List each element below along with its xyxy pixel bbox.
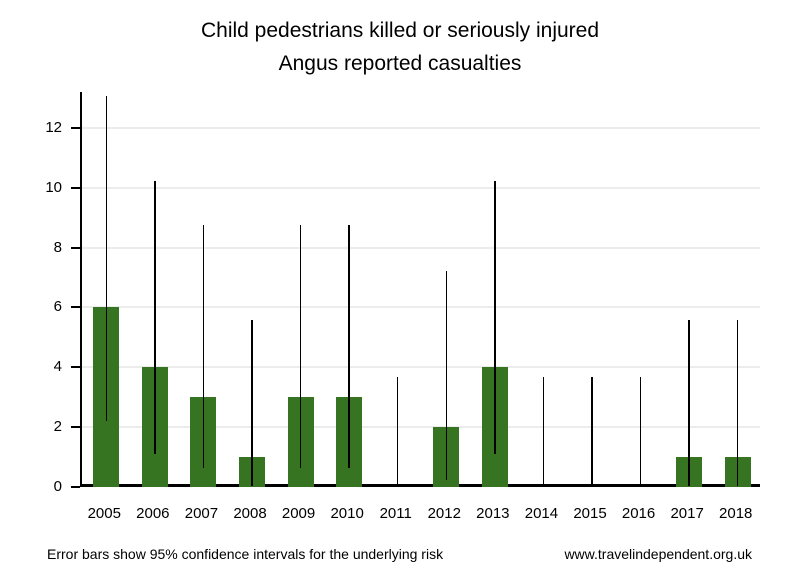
error-bar-2018 (737, 320, 739, 487)
x-axis-label-2012: 2012 (427, 505, 461, 522)
error-bar-2008 (251, 320, 253, 487)
x-axis-label-2007: 2007 (184, 505, 219, 522)
y-axis-label-10: 10 (45, 178, 62, 196)
x-axis-label-2011: 2011 (379, 505, 412, 522)
error-bar-2013 (494, 180, 496, 455)
error-bar-2011 (397, 376, 399, 487)
error-bar-2005 (105, 96, 107, 422)
x-axis-label-2008: 2008 (233, 505, 267, 522)
y-tick-8 (71, 246, 80, 249)
y-tick-4 (71, 366, 80, 369)
footer-note: Error bars show 95% confidence intervals… (47, 546, 444, 562)
y-axis-label-4: 4 (53, 358, 62, 376)
error-bar-2017 (688, 320, 690, 487)
y-axis-label-6: 6 (53, 298, 62, 316)
error-bar-2014 (542, 376, 545, 487)
y-tick-10 (71, 186, 80, 189)
y-axis-label-8: 8 (53, 238, 62, 256)
x-axis-label-2006: 2006 (136, 505, 170, 522)
y-tick-6 (71, 306, 80, 309)
gridline-y-10 (82, 186, 760, 189)
y-tick-12 (71, 126, 80, 129)
x-axis-label-2015: 2015 (573, 505, 607, 522)
gridline-y-8 (82, 246, 760, 249)
gridline-y-6 (82, 306, 760, 309)
footer-website: www.travelindependent.org.uk (564, 546, 752, 562)
error-bar-2007 (202, 224, 205, 469)
x-axis-label-2009: 2009 (281, 505, 316, 522)
chart-title: Child pedestrians killed or seriously in… (0, 14, 800, 80)
x-axis-label-2005: 2005 (87, 505, 121, 522)
error-bar-2006 (154, 180, 156, 455)
error-bar-2015 (591, 376, 593, 487)
error-bar-2016 (639, 376, 642, 487)
y-tick-2 (71, 426, 80, 429)
error-bar-2012 (445, 270, 447, 480)
x-axis-label-2018: 2018 (719, 505, 753, 522)
plot-area (71, 92, 760, 488)
chart-title-line1: Child pedestrians killed or seriously in… (200, 19, 600, 42)
x-axis-label-2017: 2017 (670, 505, 704, 522)
y-axis-label-2: 2 (53, 418, 62, 436)
y-axis-label-12: 12 (45, 118, 62, 136)
y-axis-label-0: 0 (53, 478, 62, 495)
error-bar-2010 (348, 224, 350, 469)
x-axis-label-2016: 2016 (621, 505, 656, 522)
x-axis-label-2014: 2014 (524, 505, 559, 522)
gridline-y-12 (82, 126, 760, 129)
x-axis-label-2010: 2010 (330, 505, 364, 522)
error-bar-2009 (299, 224, 302, 469)
gridline-y-2 (82, 426, 760, 429)
y-tick-0 (71, 486, 80, 488)
gridline-y-4 (82, 366, 760, 369)
chart-title-line2: Angus reported casualties (278, 52, 522, 75)
x-axis-label-2013: 2013 (476, 505, 510, 522)
